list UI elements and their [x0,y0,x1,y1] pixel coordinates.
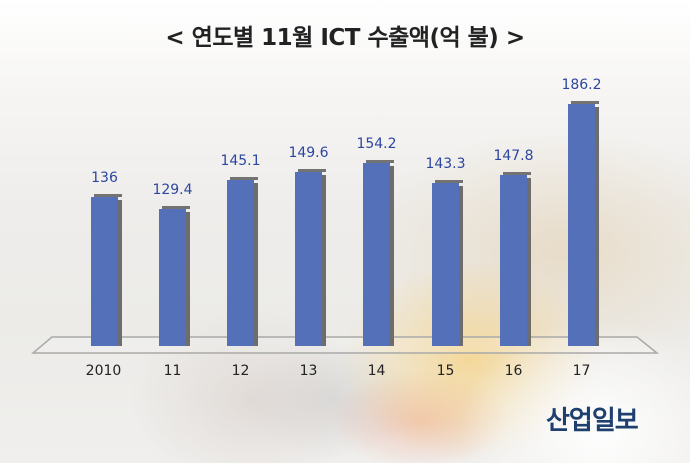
bar-12 [227,177,258,346]
bar-2010 [91,194,122,346]
publisher-logo: 산업일보 [546,406,639,436]
x-tick-label: 2010 [85,363,122,379]
x-tick-label: 12 [231,363,250,379]
bar-16 [500,172,531,346]
bar-15 [432,180,463,346]
bar-11 [159,206,190,346]
value-label: 186.2 [561,77,602,93]
bar-13 [295,169,326,346]
chart-title: < 연도별 11월 ICT 수출액(억 불) > [165,25,525,51]
x-tick-label: 15 [436,363,455,379]
x-tick-label: 11 [163,363,182,379]
bar-14 [363,160,394,346]
value-label: 154.2 [356,136,397,152]
value-label: 149.6 [288,145,329,161]
value-label: 145.1 [220,153,261,169]
x-tick-label: 17 [572,363,591,379]
value-label: 136 [91,170,118,186]
x-tick-label: 14 [367,363,386,379]
x-tick-label: 13 [299,363,318,379]
value-label: 147.8 [493,148,534,164]
bar-17 [568,101,599,346]
value-label: 143.3 [425,156,466,172]
x-tick-label: 16 [504,363,523,379]
value-label: 129.4 [152,182,193,198]
